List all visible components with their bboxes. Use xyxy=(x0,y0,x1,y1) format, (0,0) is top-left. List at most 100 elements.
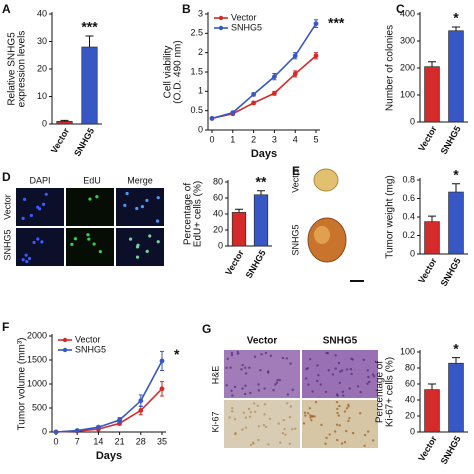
nucleus xyxy=(225,366,228,370)
point xyxy=(251,100,256,106)
nucleus xyxy=(230,351,234,355)
x-tick-label: 35 xyxy=(157,436,167,446)
nucleus xyxy=(317,374,320,377)
nucleus xyxy=(274,383,277,386)
y-tick-label: 1000 xyxy=(27,378,47,388)
annotation: *** xyxy=(81,19,98,35)
panel-label: D xyxy=(2,170,11,184)
y-tick-label: 100 xyxy=(400,89,415,99)
nucleus xyxy=(247,407,251,411)
cell xyxy=(135,206,139,211)
histology xyxy=(302,400,378,448)
cell xyxy=(135,255,140,259)
error-bar xyxy=(428,383,436,390)
nucleus xyxy=(327,369,330,372)
g-images: Vector SNHG5 H&E Ki-67 xyxy=(210,336,378,448)
point xyxy=(159,358,165,364)
x-axis-label: Days xyxy=(251,148,277,160)
nucleus xyxy=(316,379,319,383)
nucleus xyxy=(340,369,344,372)
nucleus xyxy=(319,383,322,386)
nucleus xyxy=(341,390,345,394)
nucleus xyxy=(231,410,234,413)
row-label: Vector xyxy=(2,194,12,220)
error-bar xyxy=(235,208,243,213)
nucleus xyxy=(336,407,339,411)
nucleus xyxy=(314,400,318,404)
nucleus xyxy=(311,390,314,393)
nucleus xyxy=(278,378,282,382)
nucleus xyxy=(304,377,308,380)
legend-label: Vector xyxy=(231,12,257,22)
cell xyxy=(36,205,40,209)
nucleus xyxy=(368,380,371,384)
y-tick-label: 400 xyxy=(400,8,415,18)
nucleus xyxy=(260,353,263,356)
cell xyxy=(88,197,92,201)
error-bar xyxy=(452,183,460,193)
nucleus xyxy=(252,402,256,405)
panel-label: G xyxy=(202,322,211,336)
y-tick-label: 0 xyxy=(42,118,47,128)
y-tick-label: 2 xyxy=(198,47,203,57)
y-tick-label: 30 xyxy=(37,36,47,46)
nucleus xyxy=(242,411,246,414)
y-tick-label: 40 xyxy=(37,8,47,18)
column-label: SNHG5 xyxy=(323,336,358,347)
cell xyxy=(145,249,149,254)
nucleus xyxy=(347,419,350,423)
nucleus xyxy=(236,350,240,354)
legend-label: SNHG5 xyxy=(75,344,106,354)
legend-marker xyxy=(62,337,68,343)
y-tick-label: 200 xyxy=(400,62,415,72)
bar xyxy=(448,362,464,433)
nucleus xyxy=(252,441,255,444)
nucleus xyxy=(229,366,232,369)
micrograph xyxy=(116,188,164,226)
nucleus xyxy=(248,415,252,418)
nucleus xyxy=(284,433,287,436)
nucleus xyxy=(308,357,312,361)
nucleus xyxy=(240,368,243,371)
cell xyxy=(155,219,160,223)
y-axis-label: Tumor weight (mg) xyxy=(385,175,396,259)
y-tick-label: 1500 xyxy=(27,354,47,364)
x-tick-label: 21 xyxy=(115,436,125,446)
nucleus xyxy=(351,358,354,361)
nucleus xyxy=(345,429,348,433)
x-tick-label: 14 xyxy=(93,436,103,446)
point xyxy=(209,116,215,121)
y-tick-label: 0 xyxy=(218,240,223,250)
bar xyxy=(448,30,464,123)
legend-marker xyxy=(218,15,224,21)
row-label: SNHG5 xyxy=(2,229,12,260)
nucleus xyxy=(289,405,293,408)
y-tick-label: 0.8 xyxy=(402,174,415,184)
error-bar xyxy=(85,35,94,47)
nucleus xyxy=(233,417,237,421)
point xyxy=(272,90,277,96)
cell xyxy=(24,253,28,257)
nucleus xyxy=(362,358,365,362)
cell-dots xyxy=(21,191,160,264)
point xyxy=(230,110,236,115)
annotation: * xyxy=(453,10,459,26)
cell xyxy=(87,237,91,241)
nucleus xyxy=(249,443,253,447)
nucleus xyxy=(324,390,328,394)
nucleus xyxy=(335,438,339,442)
cell xyxy=(125,191,129,196)
y-axis-label: Percentage of xyxy=(375,361,386,423)
nucleus xyxy=(363,444,366,447)
y-tick-label: 20 xyxy=(213,224,223,234)
nucleus xyxy=(304,414,307,417)
nucleus xyxy=(325,436,328,440)
cell xyxy=(148,234,152,238)
nucleus xyxy=(371,373,375,376)
nucleus xyxy=(231,407,234,410)
line xyxy=(211,55,317,120)
point xyxy=(53,429,59,435)
nucleus xyxy=(338,424,341,427)
y-axis-label: Relative SNHG5 xyxy=(7,32,18,106)
